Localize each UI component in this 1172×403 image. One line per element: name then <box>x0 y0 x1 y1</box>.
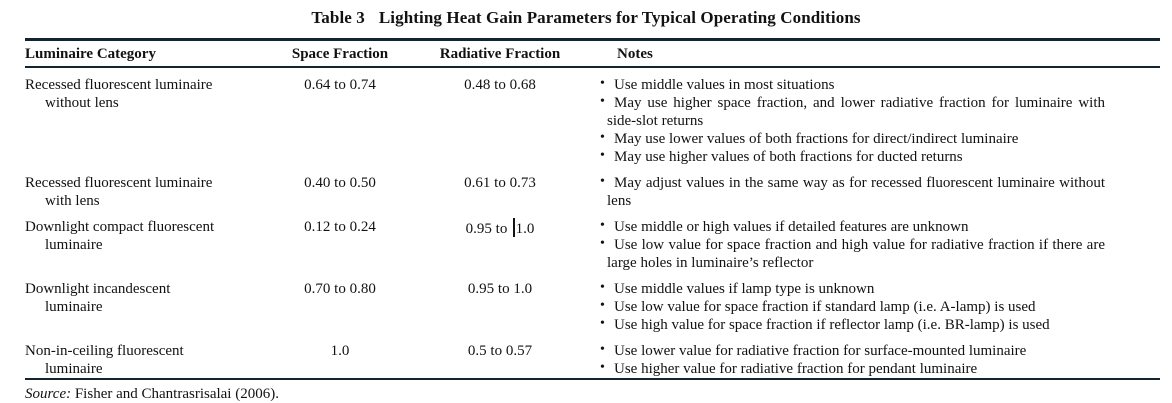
note-bullet-item: • Use lower value for radiative fraction … <box>600 342 1105 360</box>
table-label: Table 3 <box>311 8 365 27</box>
note-bullet-item: • Use middle values if lamp type is unkno… <box>600 280 1105 298</box>
note-text: Use middle values if lamp type is unknow… <box>614 281 875 297</box>
bullet-icon: • <box>600 236 605 251</box>
note-text: May use higher space fraction, and lower… <box>607 95 1105 129</box>
bullet-icon: • <box>600 76 605 91</box>
note-bullet-item: • Use high value for space fraction if re… <box>600 316 1105 334</box>
bullet-icon: • <box>600 298 605 313</box>
bullet-icon: • <box>600 360 605 375</box>
note-bullet-item: • Use middle values in most situations <box>600 76 1105 94</box>
cell-radiative-fraction: 0.95 to 1.0 <box>400 218 600 238</box>
cell-luminaire-category: Downlight compact fluorescent luminaire <box>25 218 280 254</box>
note-bullet-item: • Use higher value for radiative fraction… <box>600 360 1105 378</box>
note-bullet-item: • May use higher space fraction, and lowe… <box>600 94 1105 130</box>
column-header-luminaire-category: Luminaire Category <box>25 46 156 62</box>
note-bullet-item: • Use middle or high values if detailed f… <box>600 218 1105 236</box>
category-line: without lens <box>45 95 119 111</box>
text-cursor <box>513 218 515 237</box>
note-text: Use high value for space fraction if ref… <box>614 317 1050 333</box>
note-text: May use lower values of both fractions f… <box>614 131 1019 147</box>
bullet-icon: • <box>600 280 605 295</box>
table-header: Luminaire Category Space Fraction Radiat… <box>25 38 1160 68</box>
cell-notes: • Use middle values in most situations • Ma… <box>600 76 1160 166</box>
cell-notes: • Use middle values if lamp type is unkno… <box>600 280 1160 334</box>
note-bullet-item: • May use lower values of both fractions … <box>600 130 1105 148</box>
bullet-icon: • <box>600 218 605 233</box>
table-row: Recessed fluorescent luminaire without le… <box>25 68 1160 166</box>
bullet-icon: • <box>600 148 605 163</box>
table-body: Recessed fluorescent luminaire without le… <box>25 68 1160 378</box>
cell-space-fraction: 1.0 <box>330 343 350 359</box>
category-line: Downlight incandescent <box>25 281 171 297</box>
cell-notes: • May adjust values in the same way as fo… <box>600 174 1160 210</box>
category-line: Recessed fluorescent luminaire <box>25 77 213 93</box>
category-line: with lens <box>45 193 100 209</box>
note-bullet-item: • Use low value for space fraction if sta… <box>600 298 1105 316</box>
cell-luminaire-category: Downlight incandescent luminaire <box>25 280 280 316</box>
category-line: Downlight compact fluorescent <box>25 219 215 235</box>
note-text: Use low value for space fraction and hig… <box>607 237 1105 271</box>
cell-radiative-fraction: 0.61 to 0.73 <box>464 175 536 191</box>
table-row: Downlight incandescent luminaire 0.70 to … <box>25 272 1160 334</box>
table-bottom-rule <box>25 378 1160 380</box>
bullet-icon: • <box>600 130 605 145</box>
table-title-text: Lighting Heat Gain Parameters for Typica… <box>378 8 861 27</box>
cell-luminaire-category: Non-in-ceiling fluorescent luminaire <box>25 342 280 378</box>
note-bullet-item: • Use low value for space fraction and hi… <box>600 236 1105 272</box>
note-text: Use lower value for radiative fraction f… <box>614 343 1027 359</box>
column-header-space-fraction: Space Fraction <box>291 46 389 62</box>
bullet-icon: • <box>600 94 605 109</box>
note-text: May use higher values of both fractions … <box>614 149 963 165</box>
note-text: May adjust values in the same way as for… <box>607 175 1105 209</box>
note-text: Use middle values in most situations <box>614 77 835 93</box>
column-header-radiative-fraction: Radiative Fraction <box>439 46 561 62</box>
table-title: Table 3 Lighting Heat Gain Parameters for… <box>0 8 1172 28</box>
table-row: Non-in-ceiling fluorescent luminaire 1.0 … <box>25 334 1160 378</box>
category-line: luminaire <box>45 361 103 377</box>
table-row: Recessed fluorescent luminaire with lens … <box>25 166 1160 210</box>
category-line: luminaire <box>45 299 103 315</box>
bullet-icon: • <box>600 342 605 357</box>
cell-notes: • Use middle or high values if detailed f… <box>600 218 1160 272</box>
source-text: Fisher and Chantrasrisalai (2006). <box>74 386 279 402</box>
cell-space-fraction: 0.70 to 0.80 <box>304 281 376 297</box>
cell-radiative-fraction: 0.48 to 0.68 <box>464 77 536 93</box>
cell-luminaire-category: Recessed fluorescent luminaire with lens <box>25 174 280 210</box>
note-bullet-item: • May use higher values of both fractions… <box>600 148 1105 166</box>
cell-luminaire-category: Recessed fluorescent luminaire without le… <box>25 76 280 112</box>
category-line: luminaire <box>45 237 103 253</box>
source-note: Source: Fisher and Chantrasrisalai (2006… <box>25 385 1172 403</box>
source-label: Source: <box>25 386 72 402</box>
table-row: Downlight compact fluorescent luminaire 0… <box>25 210 1160 272</box>
bullet-icon: • <box>600 316 605 331</box>
lighting-heat-gain-table: Luminaire Category Space Fraction Radiat… <box>25 38 1160 378</box>
bullet-icon: • <box>600 174 605 189</box>
column-header-notes: Notes <box>617 46 653 62</box>
cell-radiative-fraction: 0.95 to 1.0 <box>467 281 533 297</box>
cell-space-fraction: 0.64 to 0.74 <box>304 77 376 93</box>
note-text: Use low value for space fraction if stan… <box>614 299 1036 315</box>
cell-space-fraction: 0.12 to 0.24 <box>304 219 376 235</box>
cell-space-fraction: 0.40 to 0.50 <box>304 175 376 191</box>
cell-notes: • Use lower value for radiative fraction … <box>600 342 1160 378</box>
note-text: Use middle or high values if detailed fe… <box>614 219 969 235</box>
cell-radiative-fraction: 0.5 to 0.57 <box>467 343 533 359</box>
category-line: Recessed fluorescent luminaire <box>25 175 213 191</box>
note-text: Use higher value for radiative fraction … <box>614 361 978 377</box>
note-bullet-item: • May adjust values in the same way as fo… <box>600 174 1105 210</box>
category-line: Non-in-ceiling fluorescent <box>25 343 184 359</box>
